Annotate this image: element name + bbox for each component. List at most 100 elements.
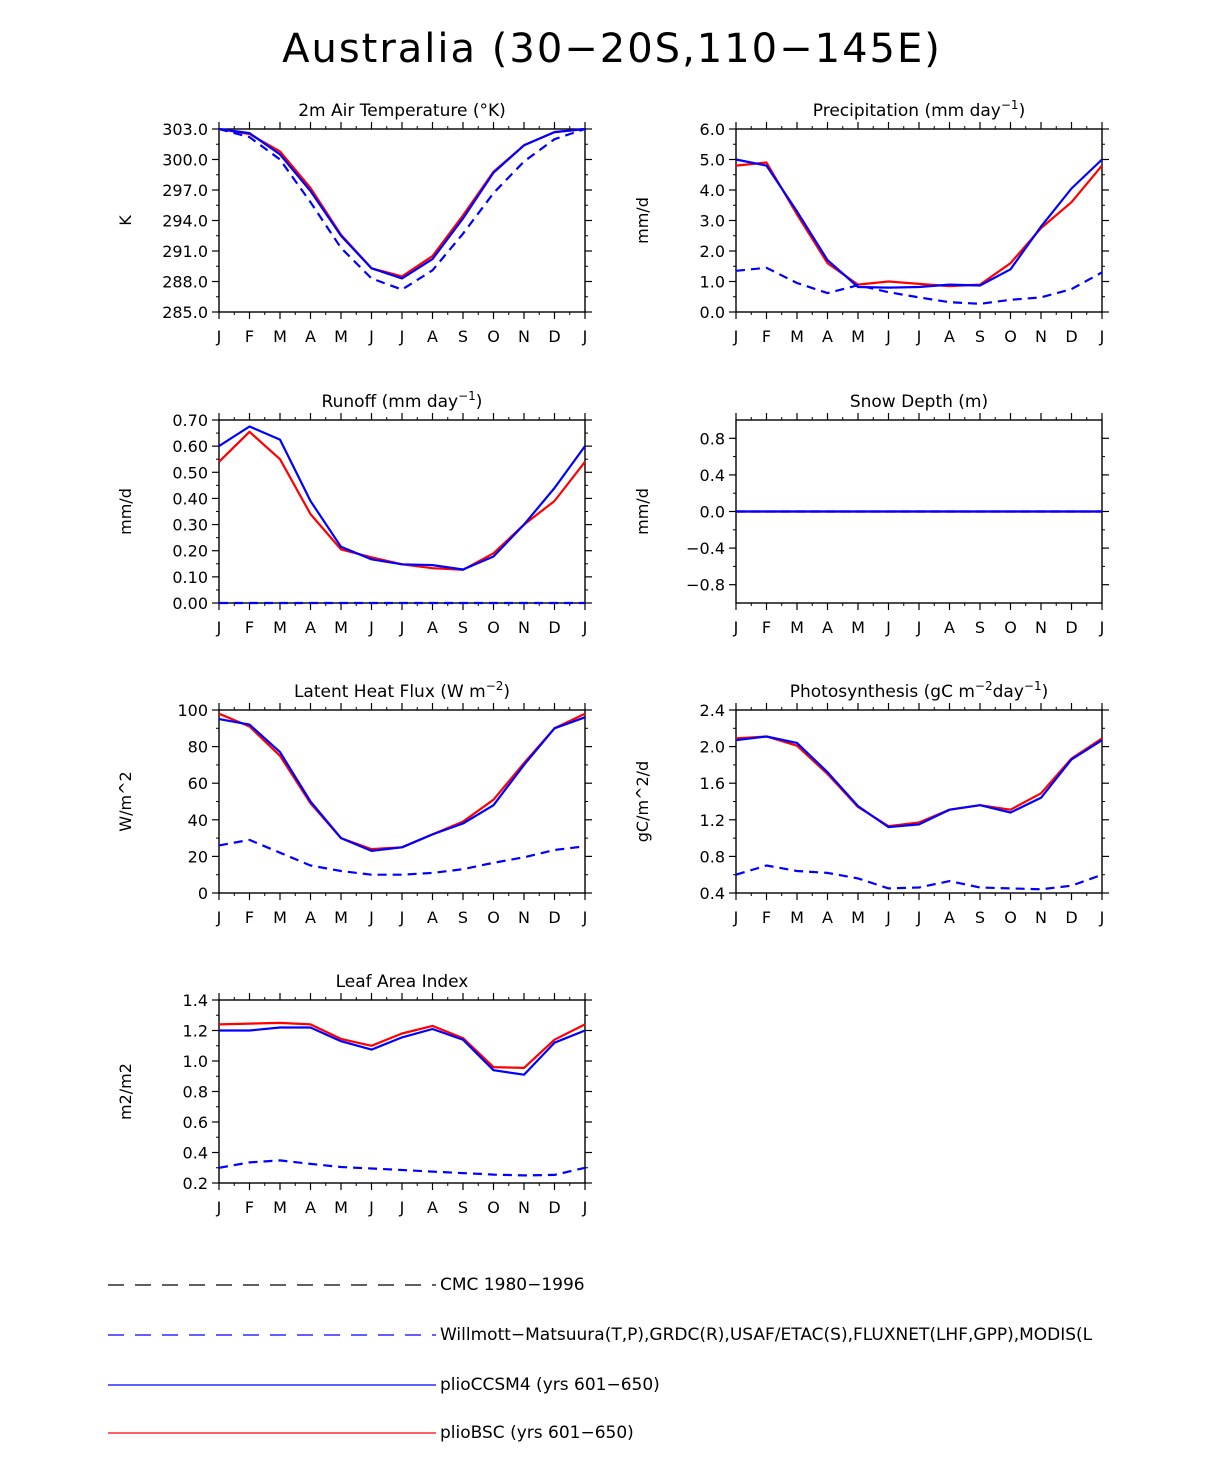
- chart-frame: [218, 419, 586, 604]
- x-tick-label: M: [851, 908, 865, 927]
- y-tick-label: 0.50: [172, 463, 208, 482]
- y-tick-label: 0.8: [700, 429, 725, 448]
- chart-frame: [735, 709, 1103, 894]
- y-tick-label: 5.0: [700, 151, 725, 170]
- x-tick-label: J: [216, 327, 222, 346]
- y-tick-label: 6.0: [700, 120, 725, 139]
- x-tick-label: S: [458, 618, 468, 637]
- x-tick-label: J: [368, 327, 374, 346]
- x-tick-label: M: [334, 327, 348, 346]
- chart-title: Snow Depth (m): [850, 392, 988, 412]
- x-tick-label: A: [822, 327, 833, 346]
- chart-title: 2m Air Temperature (°K): [298, 101, 506, 121]
- x-tick-label: S: [975, 327, 985, 346]
- x-tick-label: M: [790, 327, 804, 346]
- x-tick-label: A: [944, 618, 955, 637]
- x-tick-label: S: [975, 908, 985, 927]
- y-tick-label: −0.4: [686, 539, 725, 558]
- x-tick-label: M: [790, 908, 804, 927]
- y-tick-label: 303.0: [162, 120, 208, 139]
- x-tick-label: M: [273, 618, 287, 637]
- y-tick-label: −0.8: [686, 576, 725, 595]
- y-tick-label: 40: [188, 811, 208, 830]
- y-tick-label: 100: [177, 701, 208, 720]
- x-tick-label: J: [399, 1198, 405, 1217]
- x-tick-label: J: [368, 908, 374, 927]
- y-tick-label: 0.20: [172, 542, 208, 561]
- x-tick-label: A: [427, 908, 438, 927]
- series-line-0: [218, 430, 586, 571]
- x-tick-label: M: [851, 618, 865, 637]
- x-tick-label: D: [548, 618, 560, 637]
- y-tick-label: 20: [188, 847, 208, 866]
- y-tick-label: 0.70: [172, 411, 208, 430]
- x-tick-label: D: [1065, 327, 1077, 346]
- x-tick-label: J: [582, 1198, 588, 1217]
- legend-label-pliocscm4: plioCCSM4 (yrs 601−650): [440, 1375, 660, 1395]
- x-tick-label: O: [1004, 618, 1017, 637]
- x-tick-label: O: [1004, 327, 1017, 346]
- y-tick-label: 0.2: [183, 1174, 208, 1193]
- y-tick-label: 0.8: [700, 847, 725, 866]
- x-tick-label: O: [487, 327, 500, 346]
- x-tick-label: N: [1035, 908, 1047, 927]
- y-tick-label: 0.6: [183, 1113, 208, 1132]
- x-tick-label: N: [518, 1198, 530, 1217]
- x-tick-label: O: [487, 618, 500, 637]
- x-tick-label: S: [458, 908, 468, 927]
- x-tick-label: D: [548, 908, 560, 927]
- y-tick-label: 1.4: [183, 991, 208, 1010]
- series-line-2: [218, 838, 586, 876]
- y-tick-label: 0.40: [172, 489, 208, 508]
- y-tick-label: 4.0: [700, 181, 725, 200]
- x-tick-label: J: [1099, 327, 1105, 346]
- y-axis-label: K: [116, 215, 135, 226]
- y-axis-label: mm/d: [116, 488, 135, 535]
- y-tick-label: 2.0: [700, 242, 725, 261]
- y-tick-label: 0.4: [700, 466, 725, 485]
- x-tick-label: D: [548, 327, 560, 346]
- x-tick-label: M: [273, 327, 287, 346]
- x-tick-label: J: [216, 908, 222, 927]
- chart-precipitation: J F M A M J J A S O N D J0.01.02.03.04.05.06.0mm/dPr…: [633, 98, 1109, 346]
- series-line-0: [218, 712, 586, 851]
- x-tick-label: A: [822, 618, 833, 637]
- series-line-1: [219, 1026, 586, 1076]
- x-tick-label: J: [582, 908, 588, 927]
- x-tick-label: A: [305, 618, 316, 637]
- y-axis-label: W/m^2: [116, 771, 135, 831]
- x-tick-label: S: [458, 1198, 468, 1217]
- x-tick-label: M: [273, 1198, 287, 1217]
- x-tick-label: F: [245, 1198, 254, 1217]
- series-line-1: [735, 735, 1103, 829]
- x-tick-label: J: [399, 327, 405, 346]
- x-tick-label: A: [305, 1198, 316, 1217]
- legend-label-pliobsc: plioBSC (yrs 601−650): [440, 1423, 634, 1443]
- x-tick-label: J: [733, 618, 739, 637]
- x-tick-label: J: [216, 1198, 222, 1217]
- x-tick-label: A: [427, 618, 438, 637]
- x-tick-label: M: [273, 908, 287, 927]
- x-tick-label: M: [851, 327, 865, 346]
- y-tick-label: 60: [188, 774, 208, 793]
- y-tick-label: 0.0: [700, 303, 725, 322]
- x-tick-label: M: [334, 908, 348, 927]
- x-tick-label: F: [762, 327, 771, 346]
- x-tick-label: O: [1004, 908, 1017, 927]
- series-line-2: [735, 864, 1103, 891]
- series-line-0: [735, 735, 1103, 828]
- chart-temperature: J F M A M J J A S O N D J285.0288.0291.0294.0297.030…: [116, 101, 592, 346]
- x-tick-label: J: [216, 618, 222, 637]
- x-tick-label: N: [518, 327, 530, 346]
- x-tick-label: J: [399, 908, 405, 927]
- x-tick-label: J: [916, 618, 922, 637]
- x-tick-label: A: [822, 908, 833, 927]
- y-tick-label: 1.0: [183, 1052, 208, 1071]
- x-tick-label: O: [487, 908, 500, 927]
- x-tick-label: M: [334, 1198, 348, 1217]
- x-tick-label: F: [245, 908, 254, 927]
- y-tick-label: 297.0: [162, 181, 208, 200]
- y-tick-label: 0.00: [172, 594, 208, 613]
- x-tick-label: D: [1065, 908, 1077, 927]
